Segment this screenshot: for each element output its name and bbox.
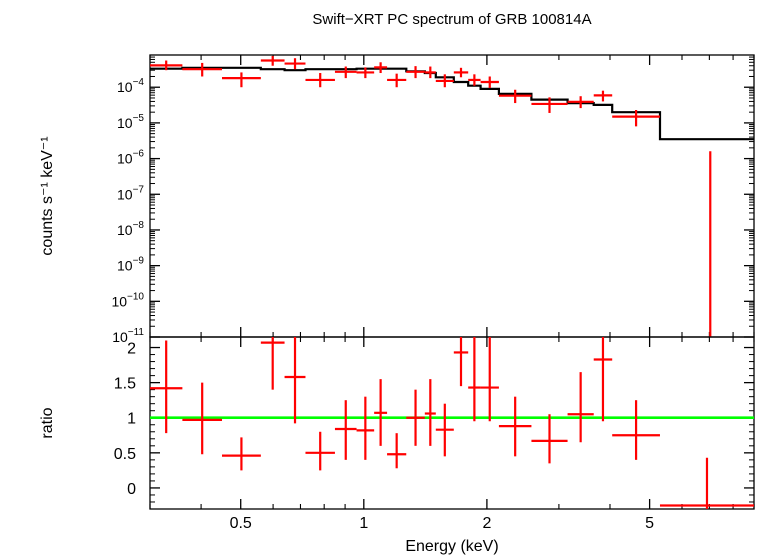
y-tick-label: 10−10	[111, 291, 144, 309]
ratio-data-point	[182, 382, 223, 455]
ratio-data-point	[424, 379, 436, 446]
spectrum-data-point	[498, 89, 532, 104]
y-tick-label: 10−4	[117, 77, 144, 95]
ratio-data-point	[334, 400, 357, 460]
ratio-data-point	[222, 437, 261, 471]
ratio-data-point	[453, 337, 469, 387]
spectrum-data-point	[593, 90, 613, 102]
ratio-data-point	[659, 457, 754, 509]
x-tick-label: 5	[645, 515, 654, 532]
spectrum-data-point	[406, 66, 425, 79]
spectrum-data-point	[468, 74, 481, 86]
ratio-panel: 0 0.5 1 1.5 2 ratio	[39, 336, 755, 510]
spectrum-data-point	[435, 74, 454, 88]
y-tick-label: 10−6	[117, 149, 144, 167]
spectrum-data-point	[374, 62, 388, 74]
spectrum-data-point	[150, 60, 183, 71]
x-tick-labels: 0.5 1 2 5	[230, 515, 655, 532]
ratio-data-point	[480, 337, 499, 422]
spectrum-panel-frame	[149, 54, 755, 338]
ratio-y-tick-labels: 0 0.5 1 1.5 2	[114, 341, 136, 498]
y-tick-label: 10−7	[117, 184, 144, 202]
y-tick-label: 10−9	[117, 256, 144, 274]
spectrum-data-point	[567, 96, 594, 109]
ratio-data-point	[468, 337, 481, 422]
ratio-data-point	[150, 340, 183, 434]
chart-title: Swift−XRT PC spectrum of GRB 100814A	[312, 11, 591, 28]
x-tick-label: 2	[482, 515, 491, 532]
y-tick-label: 0.5	[114, 446, 136, 463]
spectrum-data-point	[222, 72, 261, 88]
spectrum-data-point	[480, 76, 499, 89]
x-tick-label: 0.5	[230, 515, 252, 532]
x-tick-label: 1	[359, 515, 368, 532]
ratio-data-point	[260, 337, 285, 390]
y-tick-label: 10−11	[112, 327, 144, 345]
y-tick-label: 1.5	[114, 376, 136, 393]
y-tick-label: 10−5	[117, 113, 144, 131]
spectrum-data-point	[453, 67, 469, 78]
y-tick-label: 10−8	[117, 220, 144, 238]
ratio-data-point	[531, 414, 568, 464]
ratio-data-point	[305, 431, 335, 471]
spectrum-data-point	[305, 73, 335, 88]
spectrum-y-tick-labels: 10−4 10−5 10−6 10−7 10−8 10−9 10−10 10−11	[111, 77, 144, 345]
spectrum-data-point	[284, 58, 306, 70]
ratio-data-points	[150, 337, 754, 509]
spectrum-panel: 10−4 10−5 10−6 10−7 10−8 10−9 10−10 10−11 count…	[39, 54, 755, 345]
ratio-data-point	[612, 400, 660, 460]
y-tick-label: 0	[127, 481, 136, 498]
spectrum-data-point	[182, 62, 223, 77]
ratio-axis-ticks	[149, 337, 755, 509]
spectrum-data-point	[424, 66, 436, 79]
spectrum-data-points	[150, 56, 712, 337]
spectrum-data-point	[260, 56, 285, 66]
ratio-data-point	[406, 389, 425, 446]
ratio-data-point	[567, 372, 594, 443]
ratio-panel-frame	[149, 336, 755, 510]
ratio-data-point	[498, 396, 532, 457]
y-tick-label: 1	[127, 411, 136, 428]
ratio-data-point	[284, 337, 306, 424]
spectrum-data-point	[387, 73, 407, 88]
spectrum-y-axis-label: counts s⁻¹ keV⁻¹	[39, 136, 56, 255]
spectrum-data-point	[531, 97, 568, 113]
ratio-data-point	[593, 337, 613, 422]
spectrum-axis-ticks	[149, 54, 755, 338]
ratio-data-point	[356, 396, 375, 460]
x-axis-label: Energy (keV)	[405, 538, 498, 555]
ratio-data-point	[435, 403, 454, 457]
spectrum-data-point	[612, 109, 660, 127]
ratio-data-point	[387, 433, 407, 469]
ratio-data-point	[374, 379, 388, 446]
ratio-y-axis-label: ratio	[39, 407, 56, 438]
y-tick-label: 2	[127, 341, 136, 358]
spectrum-data-point	[356, 67, 375, 79]
spectrum-data-point	[334, 66, 357, 79]
